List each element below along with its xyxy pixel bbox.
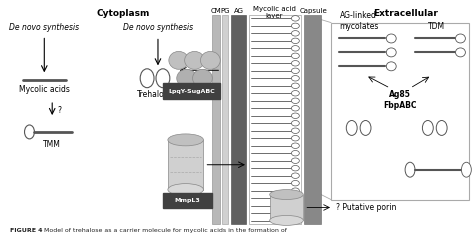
Text: CM: CM — [211, 8, 222, 14]
Text: PG: PG — [220, 8, 230, 14]
Ellipse shape — [292, 210, 299, 216]
Ellipse shape — [25, 125, 35, 139]
Ellipse shape — [292, 188, 299, 193]
Ellipse shape — [292, 91, 299, 96]
Ellipse shape — [292, 98, 299, 103]
Ellipse shape — [292, 143, 299, 148]
Ellipse shape — [140, 69, 154, 88]
Bar — [212, 15, 220, 224]
Bar — [249, 15, 301, 224]
Ellipse shape — [386, 34, 396, 43]
Bar — [163, 83, 220, 99]
Ellipse shape — [270, 215, 303, 225]
Text: Ag85
FbpABC: Ag85 FbpABC — [383, 90, 417, 109]
Ellipse shape — [292, 60, 299, 66]
Ellipse shape — [292, 53, 299, 59]
Ellipse shape — [386, 48, 396, 57]
Text: De novo synthesis: De novo synthesis — [123, 22, 193, 32]
Ellipse shape — [292, 120, 299, 126]
Ellipse shape — [292, 203, 299, 208]
Ellipse shape — [456, 34, 465, 43]
Ellipse shape — [292, 151, 299, 156]
Text: Capsule: Capsule — [299, 8, 327, 14]
Ellipse shape — [292, 31, 299, 36]
Ellipse shape — [292, 76, 299, 81]
Ellipse shape — [270, 190, 303, 200]
Ellipse shape — [292, 136, 299, 141]
Ellipse shape — [422, 120, 433, 136]
Bar — [304, 15, 321, 224]
Text: Mycolic acid
layer: Mycolic acid layer — [253, 6, 296, 19]
Ellipse shape — [185, 51, 204, 69]
Text: ? Putative porin: ? Putative porin — [336, 203, 396, 212]
Text: Cytoplasm: Cytoplasm — [97, 9, 150, 18]
Ellipse shape — [292, 196, 299, 201]
Ellipse shape — [292, 38, 299, 43]
Ellipse shape — [292, 180, 299, 186]
Text: AG: AG — [234, 8, 244, 14]
Ellipse shape — [360, 120, 371, 136]
Bar — [168, 140, 203, 190]
Text: FIGURE 4: FIGURE 4 — [9, 228, 42, 233]
Ellipse shape — [168, 134, 203, 146]
Ellipse shape — [386, 62, 396, 71]
Ellipse shape — [292, 23, 299, 29]
Text: TMM: TMM — [43, 140, 61, 149]
Ellipse shape — [292, 128, 299, 133]
Ellipse shape — [292, 106, 299, 111]
Ellipse shape — [192, 69, 212, 87]
Ellipse shape — [346, 120, 357, 136]
Ellipse shape — [292, 16, 299, 21]
Ellipse shape — [201, 51, 220, 69]
Text: Trehalose: Trehalose — [137, 90, 173, 99]
Ellipse shape — [292, 46, 299, 51]
Text: ?: ? — [57, 106, 61, 114]
Bar — [222, 15, 228, 224]
Ellipse shape — [156, 69, 170, 88]
Ellipse shape — [292, 165, 299, 171]
Ellipse shape — [292, 218, 299, 223]
Ellipse shape — [292, 173, 299, 179]
Bar — [270, 195, 303, 220]
Bar — [231, 15, 246, 224]
Text: Extracellular: Extracellular — [373, 9, 438, 18]
Bar — [163, 193, 212, 208]
Text: Model of trehalose as a carrier molecule for mycolic acids in the formation of: Model of trehalose as a carrier molecule… — [40, 228, 287, 233]
Text: AG-linked
mycolates: AG-linked mycolates — [339, 11, 378, 31]
Ellipse shape — [292, 83, 299, 88]
Ellipse shape — [169, 51, 189, 69]
Ellipse shape — [456, 48, 465, 57]
Ellipse shape — [177, 69, 197, 87]
Text: MmpL3: MmpL3 — [175, 198, 201, 203]
Ellipse shape — [436, 120, 447, 136]
Ellipse shape — [292, 113, 299, 119]
Bar — [331, 22, 469, 200]
Text: De novo synthesis: De novo synthesis — [9, 22, 79, 32]
Ellipse shape — [292, 158, 299, 163]
Text: TDM: TDM — [428, 22, 445, 31]
Ellipse shape — [292, 68, 299, 74]
Ellipse shape — [168, 184, 203, 196]
Text: LpqY-SugABC: LpqY-SugABC — [168, 89, 215, 94]
Ellipse shape — [405, 162, 415, 177]
Ellipse shape — [462, 162, 471, 177]
Text: Mycolic acids: Mycolic acids — [19, 85, 70, 94]
